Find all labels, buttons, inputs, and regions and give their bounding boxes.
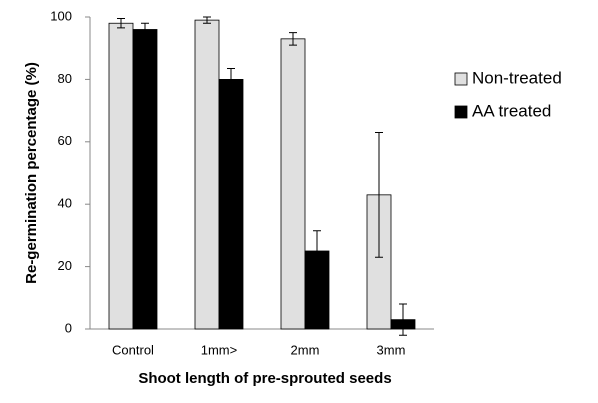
error-bar <box>227 67 235 91</box>
bar <box>108 22 134 330</box>
error-bar <box>375 131 383 258</box>
x-tick-label: 2mm <box>291 342 320 357</box>
y-tick-label: 80 <box>58 71 72 86</box>
bar <box>218 79 244 330</box>
y-tick-label: 60 <box>58 133 72 148</box>
x-tick-label: 1mm> <box>201 342 237 357</box>
y-tick-label: 20 <box>58 258 72 273</box>
legend-swatch <box>454 72 468 86</box>
bar <box>280 38 306 330</box>
error-bar <box>141 22 149 37</box>
error-bar <box>399 303 407 336</box>
y-tick-label: 40 <box>58 196 72 211</box>
y-tick-label: 0 <box>65 320 72 335</box>
error-bar <box>117 18 125 29</box>
y-tick-label: 100 <box>50 8 72 23</box>
bar <box>194 19 220 330</box>
bar <box>132 29 158 330</box>
legend-label: AA treated <box>472 101 551 120</box>
x-tick-label: 3mm <box>377 342 406 357</box>
legend-swatch <box>454 105 468 119</box>
x-tick-label: Control <box>112 342 154 357</box>
y-axis-title: Re-germination percentage (%) <box>23 62 40 284</box>
x-axis-title: Shoot length of pre-sprouted seeds <box>138 370 391 387</box>
error-bar <box>203 16 211 24</box>
error-bar <box>313 230 321 272</box>
legend-label: Non-treated <box>472 68 562 87</box>
error-bar <box>289 32 297 46</box>
